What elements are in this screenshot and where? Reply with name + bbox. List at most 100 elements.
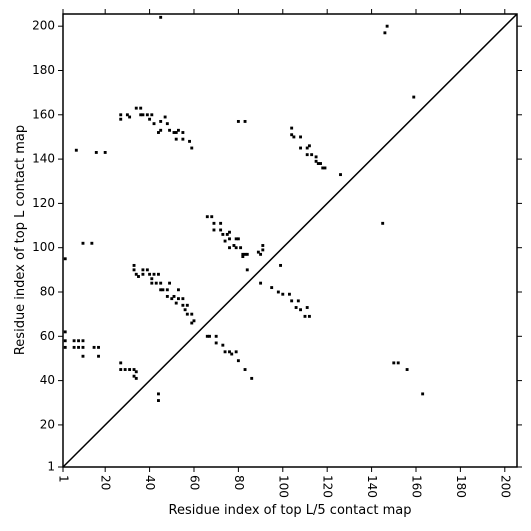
contact-point — [228, 350, 231, 354]
contact-point — [170, 297, 174, 301]
contact-point — [307, 314, 311, 318]
contact-point — [165, 122, 169, 126]
contact-point — [219, 221, 223, 225]
contact-point — [159, 288, 163, 292]
contact-point — [63, 257, 67, 261]
contact-point — [145, 268, 149, 272]
contact-point — [181, 137, 185, 141]
contact-point — [321, 166, 325, 170]
y-tick-label: 120 — [32, 196, 55, 210]
contact-point — [314, 155, 318, 159]
contact-point — [421, 392, 425, 396]
contact-point — [148, 117, 152, 121]
contact-point — [103, 151, 107, 154]
contact-point — [74, 148, 78, 152]
contact-point — [157, 272, 160, 276]
contact-point — [134, 106, 138, 110]
contact-point — [132, 374, 136, 378]
contact-point — [157, 399, 160, 402]
contact-point — [181, 131, 185, 134]
contact-point — [219, 228, 223, 232]
contact-point — [148, 272, 152, 276]
contact-point — [185, 303, 189, 307]
contact-point — [72, 345, 76, 349]
contact-point — [81, 241, 85, 245]
contact-point — [141, 272, 145, 276]
contact-point — [259, 252, 263, 256]
contact-point — [132, 263, 136, 267]
contact-point — [150, 113, 154, 117]
contact-point — [310, 153, 314, 157]
contact-point — [152, 122, 156, 126]
contact-point — [168, 281, 172, 285]
contact-point — [241, 252, 245, 256]
contact-point — [281, 292, 285, 296]
contact-point — [119, 117, 123, 121]
contact-point — [141, 113, 145, 117]
contact-point — [223, 239, 227, 243]
contact-point — [234, 246, 238, 250]
x-tick-label: 60 — [187, 475, 201, 490]
contact-point — [234, 350, 238, 354]
contact-point — [81, 345, 85, 349]
contact-point — [190, 146, 194, 150]
contact-point — [396, 361, 400, 365]
contact-point — [81, 354, 85, 358]
contact-point — [172, 131, 176, 134]
contact-point — [243, 368, 247, 371]
contact-point — [288, 292, 291, 296]
contact-point — [214, 334, 218, 338]
contact-point — [261, 248, 265, 252]
diagonal — [62, 13, 518, 468]
y-axis-label: Residue index of top L contact map — [13, 125, 28, 355]
contact-point — [154, 281, 158, 285]
contact-point — [303, 314, 307, 318]
contact-point — [128, 368, 132, 371]
x-tick-label: 80 — [232, 475, 246, 490]
contact-point — [134, 376, 138, 380]
contact-point — [314, 159, 318, 163]
contact-point — [174, 301, 178, 305]
contact-point — [290, 133, 294, 137]
contact-point — [97, 345, 100, 349]
contact-point — [132, 268, 136, 272]
contact-point — [279, 263, 283, 267]
contact-point — [141, 268, 145, 272]
contact-point — [299, 146, 302, 150]
contact-point — [276, 290, 280, 294]
contact-point — [192, 319, 196, 323]
contact-point — [139, 113, 143, 117]
y-tick-label: 160 — [32, 107, 55, 121]
contact-point — [259, 281, 263, 285]
y-tick-label: 140 — [32, 152, 55, 166]
x-tick-label: 100 — [276, 475, 290, 498]
contact-point — [234, 237, 238, 241]
contact-point — [134, 272, 138, 276]
contact-point — [190, 312, 194, 316]
contact-point — [205, 334, 209, 338]
contact-point — [223, 350, 227, 354]
x-tick-label: 40 — [143, 475, 157, 490]
contact-point — [292, 135, 296, 139]
contact-point — [176, 128, 180, 132]
x-tick-label: 180 — [454, 475, 468, 498]
contact-point — [63, 339, 67, 343]
y-tick-label: 180 — [32, 63, 55, 77]
contact-point — [77, 345, 80, 349]
contact-point — [92, 345, 96, 349]
contact-point — [221, 232, 225, 236]
y-tick-label: 20 — [40, 417, 55, 431]
contact-point — [241, 255, 245, 259]
contact-point — [165, 288, 169, 292]
contact-point — [159, 128, 163, 132]
contact-point — [119, 361, 123, 365]
contact-point — [290, 299, 294, 303]
contact-point — [159, 15, 163, 19]
contact-point — [125, 113, 129, 117]
contact-point — [159, 119, 163, 123]
y-tick-label: 1 — [47, 460, 55, 474]
contact-point — [305, 153, 309, 157]
contact-point — [250, 376, 254, 380]
contact-point — [243, 119, 247, 123]
